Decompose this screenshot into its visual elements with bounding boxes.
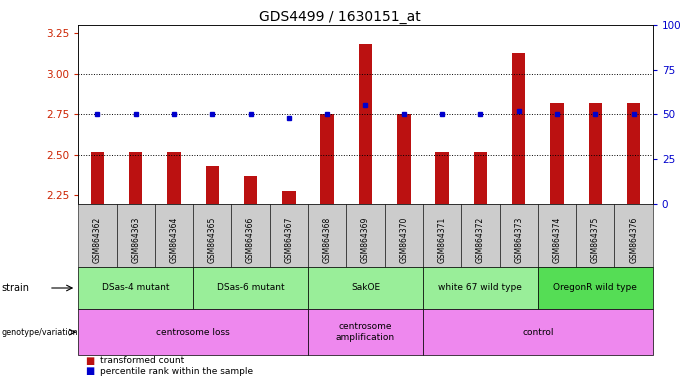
Text: ■: ■ — [85, 366, 95, 376]
Text: transformed count: transformed count — [100, 356, 184, 366]
Text: GSM864370: GSM864370 — [399, 217, 408, 263]
Bar — [359, 45, 372, 204]
Text: white 67 wild type: white 67 wild type — [439, 283, 522, 293]
Text: DSas-6 mutant: DSas-6 mutant — [217, 283, 284, 293]
Text: GDS4499 / 1630151_at: GDS4499 / 1630151_at — [259, 10, 421, 23]
Text: GSM864373: GSM864373 — [514, 217, 523, 263]
Text: centrosome
amplification: centrosome amplification — [336, 323, 395, 342]
Text: GSM864364: GSM864364 — [169, 217, 178, 263]
Bar — [397, 114, 411, 204]
Bar — [512, 53, 526, 204]
Text: GSM864375: GSM864375 — [591, 217, 600, 263]
Bar — [282, 190, 296, 204]
Text: GSM864369: GSM864369 — [361, 217, 370, 263]
Text: GSM864365: GSM864365 — [208, 217, 217, 263]
Bar — [627, 103, 641, 204]
Text: percentile rank within the sample: percentile rank within the sample — [100, 367, 253, 376]
Bar — [90, 152, 104, 204]
Bar — [205, 166, 219, 204]
Text: genotype/variation: genotype/variation — [1, 328, 78, 337]
Text: GSM864367: GSM864367 — [284, 217, 293, 263]
Bar — [435, 152, 449, 204]
Text: SakOE: SakOE — [351, 283, 380, 293]
Bar — [589, 103, 602, 204]
Text: OregonR wild type: OregonR wild type — [554, 283, 637, 293]
Text: ■: ■ — [85, 356, 95, 366]
Text: GSM864363: GSM864363 — [131, 217, 140, 263]
Bar — [167, 152, 181, 204]
Text: GSM864368: GSM864368 — [323, 217, 332, 263]
Text: GSM864366: GSM864366 — [246, 217, 255, 263]
Bar — [550, 103, 564, 204]
Bar — [320, 114, 334, 204]
Text: GSM864376: GSM864376 — [629, 217, 638, 263]
Text: control: control — [522, 328, 554, 337]
Text: centrosome loss: centrosome loss — [156, 328, 230, 337]
Text: DSas-4 mutant: DSas-4 mutant — [102, 283, 169, 293]
Text: GSM864374: GSM864374 — [553, 217, 562, 263]
Bar — [474, 152, 487, 204]
Text: GSM864372: GSM864372 — [476, 217, 485, 263]
Text: GSM864362: GSM864362 — [93, 217, 102, 263]
Bar — [244, 176, 257, 204]
Text: GSM864371: GSM864371 — [438, 217, 447, 263]
Text: strain: strain — [1, 283, 29, 293]
Bar — [129, 152, 142, 204]
